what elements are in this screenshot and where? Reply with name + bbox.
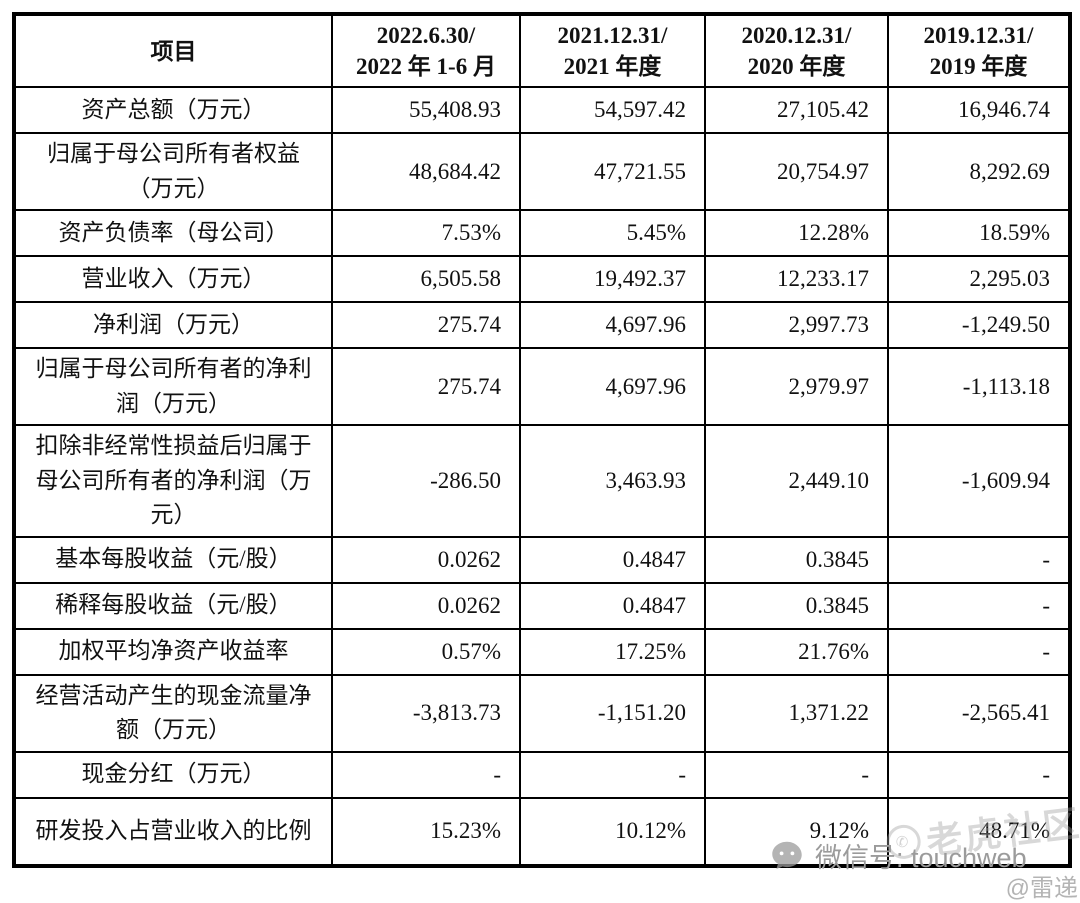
table-row-cash-dividend: 现金分红（万元） - - - - — [13, 750, 1071, 799]
value-cell: 0.57% — [331, 627, 521, 676]
value-cell: 19,492.37 — [519, 255, 706, 304]
header-line: 2022 年 1-6 月 — [356, 54, 496, 80]
table-body: 资产总额（万元） 55,408.93 54,597.42 27,105.42 1… — [13, 86, 1071, 867]
value-cell: 2,449.10 — [704, 424, 889, 538]
value-cell: -1,249.50 — [887, 301, 1071, 350]
value-cell: 15.23% — [331, 796, 521, 867]
value-cell: -1,113.18 — [887, 347, 1071, 427]
row-label: 资产总额（万元） — [13, 86, 333, 135]
value-cell: - — [887, 627, 1071, 676]
value-cell: 48.71% — [887, 796, 1071, 867]
value-cell: 7.53% — [331, 209, 521, 258]
value-cell: 2,295.03 — [887, 255, 1071, 304]
value-cell: 21.76% — [704, 627, 889, 676]
row-label: 营业收入（万元） — [13, 255, 333, 304]
value-cell: 3,463.93 — [519, 424, 706, 538]
row-label: 净利润（万元） — [13, 301, 333, 350]
row-label: 归属于母公司所有者的净利润（万元） — [13, 347, 333, 427]
value-cell: - — [887, 581, 1071, 630]
table-row-weighted-roe: 加权平均净资产收益率 0.57% 17.25% 21.76% - — [13, 627, 1071, 676]
value-cell: 48,684.42 — [331, 132, 521, 212]
row-label: 研发投入占营业收入的比例 — [13, 796, 333, 867]
header-line: 2019.12.31/ — [923, 23, 1034, 48]
value-cell: 0.0262 — [331, 581, 521, 630]
value-cell: 54,597.42 — [519, 86, 706, 135]
table-row-net-profit: 净利润（万元） 275.74 4,697.96 2,997.73 -1,249.… — [13, 301, 1071, 350]
value-cell: 17.25% — [519, 627, 706, 676]
row-label: 现金分红（万元） — [13, 750, 333, 799]
header-line: 2020 年度 — [747, 54, 846, 80]
col-header-2020: 2020.12.31/ 2020 年度 — [704, 12, 889, 89]
value-cell: 12.28% — [704, 209, 889, 258]
value-cell: - — [704, 750, 889, 799]
row-label: 加权平均净资产收益率 — [13, 627, 333, 676]
header-line: 2020.12.31/ — [741, 23, 852, 48]
table-row-debt-ratio: 资产负债率（母公司） 7.53% 5.45% 12.28% 18.59% — [13, 209, 1071, 258]
value-cell: 9.12% — [704, 796, 889, 867]
financial-summary-table: 项目 2022.6.30/ 2022 年 1-6 月 2021.12.31/ 2… — [12, 12, 1072, 868]
value-cell: 4,697.96 — [519, 347, 706, 427]
header-line: 2022.6.30/ — [376, 23, 476, 48]
row-label: 基本每股收益（元/股） — [13, 535, 333, 584]
value-cell: - — [519, 750, 706, 799]
value-cell: - — [331, 750, 521, 799]
table-header-row: 项目 2022.6.30/ 2022 年 1-6 月 2021.12.31/ 2… — [13, 12, 1071, 89]
table-row-rd-ratio: 研发投入占营业收入的比例 15.23% 10.12% 9.12% 48.71% — [13, 796, 1071, 867]
value-cell: 20,754.97 — [704, 132, 889, 212]
table-row-deducted-net-profit: 扣除非经常性损益后归属于母公司所有者的净利润（万元） -286.50 3,463… — [13, 424, 1071, 538]
row-label: 经营活动产生的现金流量净额（万元） — [13, 673, 333, 753]
value-cell: 5.45% — [519, 209, 706, 258]
col-header-item: 项目 — [13, 12, 333, 89]
table-row-diluted-eps: 稀释每股收益（元/股） 0.0262 0.4847 0.3845 - — [13, 581, 1071, 630]
col-header-2022: 2022.6.30/ 2022 年 1-6 月 — [331, 12, 521, 89]
table-row-total-assets: 资产总额（万元） 55,408.93 54,597.42 27,105.42 1… — [13, 86, 1071, 135]
value-cell: 2,997.73 — [704, 301, 889, 350]
value-cell: 27,105.42 — [704, 86, 889, 135]
header-line: 2019 年度 — [929, 54, 1028, 80]
value-cell: 16,946.74 — [887, 86, 1071, 135]
table-row-operating-cash-flow: 经营活动产生的现金流量净额（万元） -3,813.73 -1,151.20 1,… — [13, 673, 1071, 753]
row-label: 资产负债率（母公司） — [13, 209, 333, 258]
col-header-2021: 2021.12.31/ 2021 年度 — [519, 12, 706, 89]
table-row-basic-eps: 基本每股收益（元/股） 0.0262 0.4847 0.3845 - — [13, 535, 1071, 584]
table-row-parent-equity: 归属于母公司所有者权益（万元） 48,684.42 47,721.55 20,7… — [13, 132, 1071, 212]
table-row-parent-net-profit: 归属于母公司所有者的净利润（万元） 275.74 4,697.96 2,979.… — [13, 347, 1071, 427]
value-cell: 0.3845 — [704, 535, 889, 584]
value-cell: 18.59% — [887, 209, 1071, 258]
value-cell: 0.3845 — [704, 581, 889, 630]
value-cell: 12,233.17 — [704, 255, 889, 304]
value-cell: 275.74 — [331, 301, 521, 350]
header-line: 2021.12.31/ — [557, 23, 668, 48]
value-cell: 10.12% — [519, 796, 706, 867]
table-header: 项目 2022.6.30/ 2022 年 1-6 月 2021.12.31/ 2… — [13, 12, 1071, 89]
value-cell: 0.4847 — [519, 581, 706, 630]
value-cell: -1,609.94 — [887, 424, 1071, 538]
value-cell: 275.74 — [331, 347, 521, 427]
value-cell: 0.0262 — [331, 535, 521, 584]
value-cell: -1,151.20 — [519, 673, 706, 753]
col-header-2019: 2019.12.31/ 2019 年度 — [887, 12, 1071, 89]
value-cell: 4,697.96 — [519, 301, 706, 350]
value-cell: -3,813.73 — [331, 673, 521, 753]
row-label: 归属于母公司所有者权益（万元） — [13, 132, 333, 212]
table-row-revenue: 营业收入（万元） 6,505.58 19,492.37 12,233.17 2,… — [13, 255, 1071, 304]
value-cell: 0.4847 — [519, 535, 706, 584]
value-cell: 8,292.69 — [887, 132, 1071, 212]
value-cell: 2,979.97 — [704, 347, 889, 427]
value-cell: 6,505.58 — [331, 255, 521, 304]
value-cell: 47,721.55 — [519, 132, 706, 212]
value-cell: - — [887, 750, 1071, 799]
value-cell: -286.50 — [331, 424, 521, 538]
row-label: 扣除非经常性损益后归属于母公司所有者的净利润（万元） — [13, 424, 333, 538]
header-line: 2021 年度 — [563, 54, 662, 80]
value-cell: -2,565.41 — [887, 673, 1071, 753]
row-label: 稀释每股收益（元/股） — [13, 581, 333, 630]
header-line: 项目 — [150, 38, 197, 64]
value-cell: - — [887, 535, 1071, 584]
value-cell: 1,371.22 — [704, 673, 889, 753]
value-cell: 55,408.93 — [331, 86, 521, 135]
